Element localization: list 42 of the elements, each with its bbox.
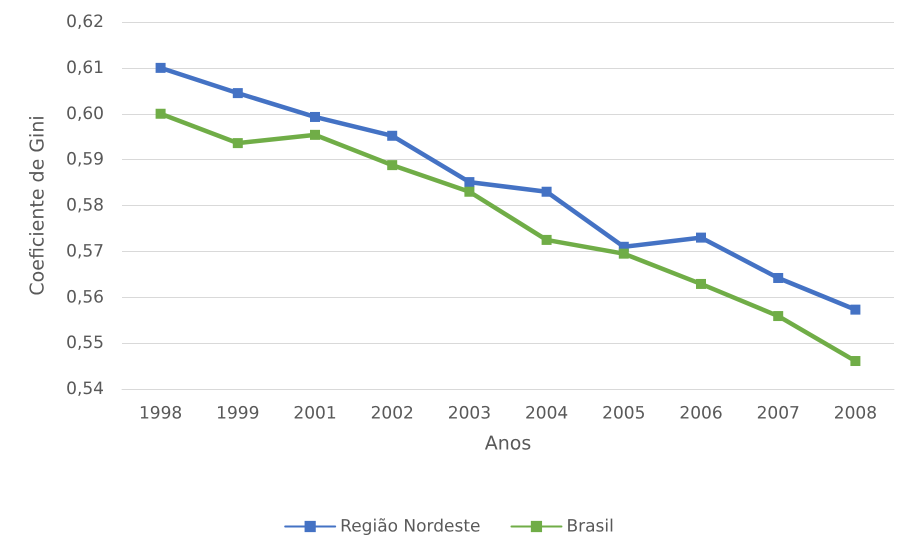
point	[850, 356, 860, 366]
x-tick-label: 1999	[216, 404, 260, 424]
x-tick-label: 2001	[293, 404, 337, 424]
point	[696, 232, 706, 243]
x-axis-title: Anos	[484, 432, 532, 454]
legend-label: Região Nordeste	[340, 516, 480, 536]
y-tick-label: 0,56	[66, 287, 104, 308]
point	[232, 88, 243, 98]
point	[310, 112, 320, 122]
point	[542, 186, 552, 197]
point	[310, 130, 320, 140]
point	[232, 138, 243, 148]
y-tick-label: 0,59	[66, 150, 104, 170]
x-tick-label: 2003	[448, 404, 492, 424]
point	[387, 130, 398, 141]
point	[156, 108, 166, 119]
point	[773, 272, 784, 283]
point	[618, 248, 629, 259]
point	[464, 177, 474, 188]
y-tick-label: 0,60	[66, 104, 104, 124]
point	[850, 304, 860, 315]
legend-label: Brasil	[566, 516, 614, 536]
y-tick-label: 0,54	[66, 379, 104, 399]
point	[773, 311, 784, 322]
x-tick-label: 2006	[679, 404, 723, 424]
point	[696, 278, 706, 289]
x-tick-label: 2004	[524, 404, 568, 424]
point	[542, 234, 552, 245]
y-tick-label: 0,58	[66, 196, 104, 216]
y-tick-label: 0,57	[66, 241, 104, 262]
point	[464, 186, 474, 197]
y-tick-label: 0,62	[66, 12, 104, 32]
point	[387, 160, 398, 170]
x-tick-label: 2008	[834, 404, 878, 424]
x-tick-label: 2002	[370, 404, 414, 424]
x-tick-label: 2005	[602, 404, 646, 424]
point	[156, 62, 166, 73]
x-tick-label: 2007	[756, 404, 800, 424]
y-tick-label: 0,61	[66, 58, 104, 78]
x-tick-label: 1998	[138, 404, 182, 424]
y-axis-title: Coeficiente de Gini	[26, 115, 48, 296]
y-tick-label: 0,55	[66, 333, 104, 354]
